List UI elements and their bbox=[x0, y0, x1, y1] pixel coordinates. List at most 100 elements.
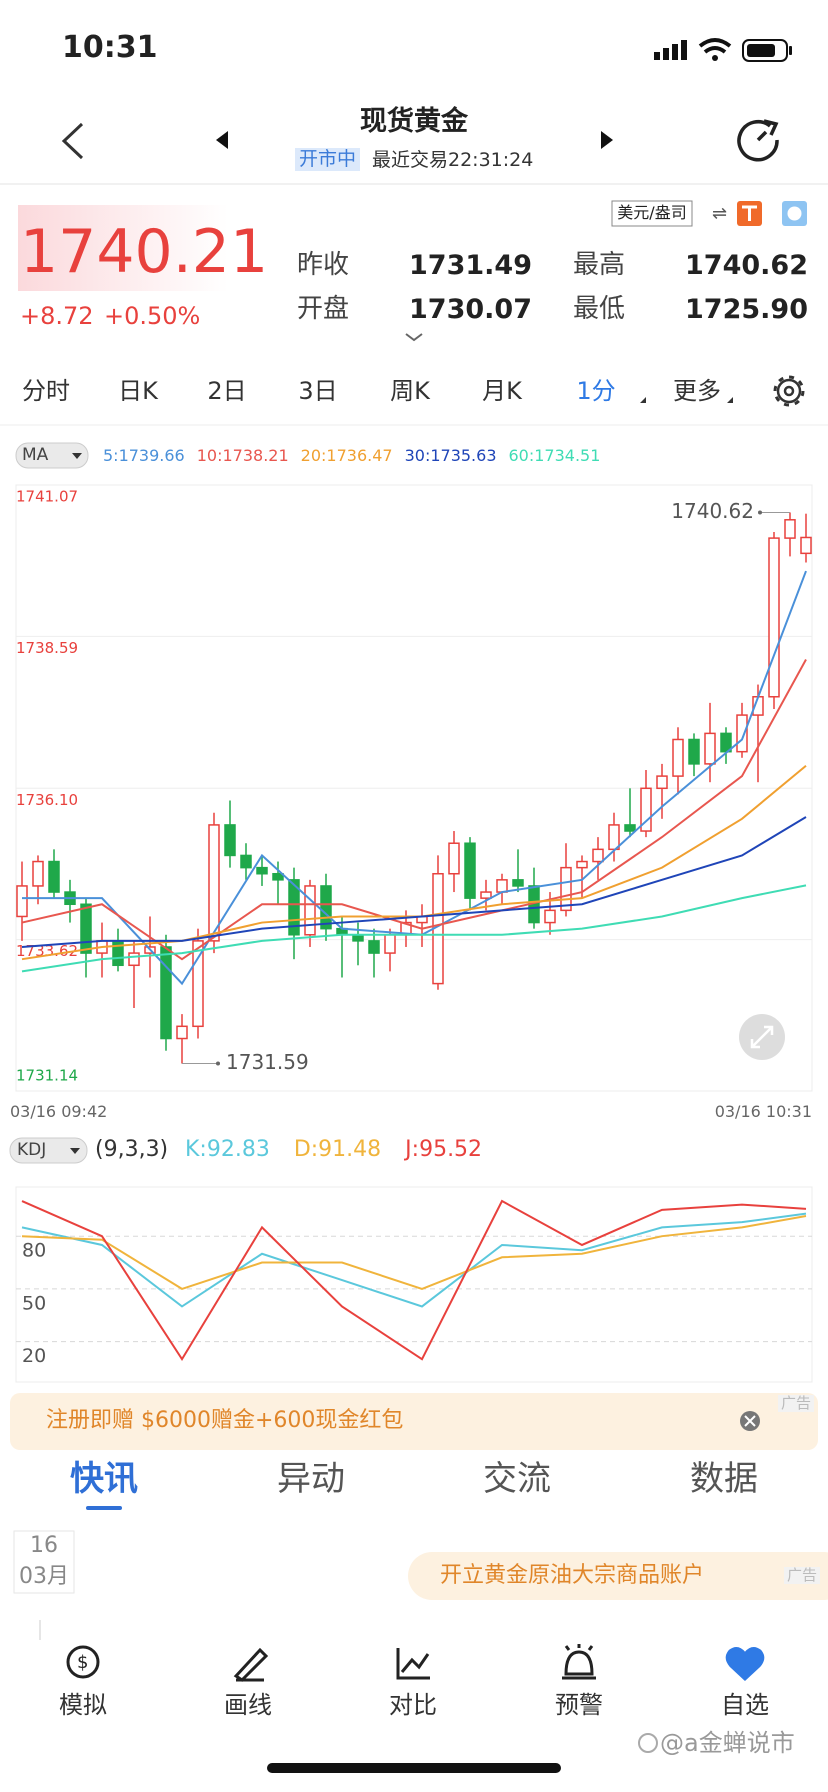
fullscreen-button[interactable] bbox=[739, 1014, 785, 1060]
indicator-line bbox=[22, 570, 807, 986]
candle-body bbox=[784, 519, 796, 539]
min-dot bbox=[216, 1061, 220, 1066]
candle-body bbox=[512, 879, 524, 887]
ad2-banner[interactable] bbox=[408, 1552, 828, 1600]
field-label: 最低 bbox=[573, 294, 626, 324]
indicator-line bbox=[21, 884, 807, 973]
candle-body bbox=[640, 787, 652, 832]
max-dot bbox=[758, 510, 762, 515]
news-tab[interactable]: 快讯 bbox=[70, 1459, 138, 1499]
ma-selector[interactable] bbox=[15, 442, 89, 469]
swap-icon[interactable]: ⇌ bbox=[712, 203, 727, 224]
status-icons bbox=[654, 38, 792, 62]
nav-item[interactable]: 模拟 bbox=[59, 1691, 107, 1719]
settings-button[interactable] bbox=[773, 375, 805, 407]
candle-body bbox=[560, 866, 572, 912]
candle-body bbox=[768, 537, 780, 698]
nav-item[interactable]: 预警 bbox=[555, 1691, 603, 1719]
ad-tag: 广告 bbox=[778, 1395, 815, 1412]
field-label: 开盘 bbox=[297, 294, 350, 324]
ad-text[interactable]: 注册即赠 $6000赠金+600现金红包 bbox=[46, 1408, 404, 1433]
candle-body bbox=[160, 946, 172, 1040]
watermark-icon bbox=[638, 1733, 658, 1753]
field-label: 最高 bbox=[573, 250, 626, 280]
indicator-line bbox=[21, 1199, 807, 1362]
date-box bbox=[13, 1530, 75, 1594]
y-tick-label: 1736.10 bbox=[16, 791, 78, 809]
y-tick-label: 1731.14 bbox=[16, 1067, 78, 1085]
candle-body bbox=[48, 860, 60, 893]
candle-body bbox=[592, 848, 604, 863]
title: 现货黄金 bbox=[360, 106, 468, 137]
min-label: 1731.59 bbox=[226, 1050, 309, 1074]
ma-legend-item: 60:1734.51 bbox=[508, 446, 601, 465]
candle-body bbox=[800, 536, 812, 555]
field-value: 1740.62 bbox=[685, 250, 808, 281]
home-indicator bbox=[267, 1763, 561, 1773]
ma-legend-item: 30:1735.63 bbox=[404, 446, 497, 465]
news-tab[interactable]: 异动 bbox=[277, 1459, 345, 1499]
period-tab[interactable]: 1分 bbox=[576, 377, 616, 405]
candle-body bbox=[656, 775, 668, 790]
price-highlight bbox=[18, 205, 228, 291]
candle-body bbox=[272, 872, 284, 881]
period-tab[interactable]: 2日 bbox=[207, 377, 247, 405]
candle-body bbox=[208, 824, 220, 942]
period-tab[interactable]: 分时 bbox=[22, 377, 70, 405]
date-day: 16 bbox=[30, 1533, 58, 1558]
kdj-selector-label[interactable]: KDJ bbox=[17, 1140, 47, 1160]
field-value: 1725.90 bbox=[685, 294, 808, 325]
nav-item[interactable]: 自选 bbox=[721, 1691, 769, 1719]
max-label: 1740.62 bbox=[671, 499, 754, 523]
ad2-text[interactable]: 开立黄金原油大宗商品账户 bbox=[440, 1563, 705, 1588]
prev-button[interactable] bbox=[216, 131, 228, 149]
next-button[interactable] bbox=[601, 131, 613, 149]
kdj-params: (9,3,3) bbox=[95, 1137, 169, 1162]
candle-body bbox=[448, 842, 460, 875]
candle-body bbox=[176, 1025, 188, 1040]
expand-chevron[interactable] bbox=[405, 333, 423, 342]
field-value: 1730.07 bbox=[409, 294, 532, 325]
currency-box[interactable] bbox=[611, 200, 693, 227]
candle-body bbox=[576, 860, 588, 869]
change-pct: +0.50% bbox=[104, 302, 201, 330]
kdj-selector[interactable] bbox=[9, 1137, 88, 1164]
candle-body bbox=[368, 940, 380, 954]
refresh-button[interactable] bbox=[737, 119, 779, 162]
news-tab[interactable]: 数据 bbox=[690, 1459, 758, 1499]
news-tab[interactable]: 交流 bbox=[483, 1459, 551, 1499]
candle-body bbox=[224, 824, 236, 857]
change: +8.72 bbox=[20, 302, 94, 330]
period-tab[interactable]: 月K bbox=[482, 377, 522, 405]
candle-body bbox=[608, 824, 620, 851]
back-button[interactable] bbox=[61, 122, 84, 160]
candle-body bbox=[240, 854, 252, 869]
svg-text:$: $ bbox=[77, 1652, 88, 1673]
kdj-legend-item: K:92.83 bbox=[185, 1137, 270, 1162]
period-tab[interactable]: 日K bbox=[118, 377, 158, 405]
last-trade: 最近交易22:31:24 bbox=[372, 149, 534, 171]
field-label: 昨收 bbox=[297, 250, 350, 280]
kdj-legend-item: D:91.48 bbox=[293, 1137, 382, 1162]
period-tab[interactable]: 3日 bbox=[298, 377, 338, 405]
nav-item[interactable]: 画线 bbox=[224, 1691, 272, 1719]
period-tab[interactable]: 周K bbox=[390, 377, 430, 405]
indicator-line bbox=[21, 816, 807, 948]
kdj-legend-item: J:95.52 bbox=[405, 1137, 483, 1162]
ma-legend-item: 20:1736.47 bbox=[300, 446, 393, 465]
tab-underline bbox=[86, 1506, 122, 1510]
x-label: 03/16 09:42 bbox=[10, 1102, 108, 1121]
kdj-frame bbox=[15, 1186, 813, 1383]
candle-body bbox=[544, 909, 556, 924]
y-tick-label: 1738.59 bbox=[16, 639, 78, 657]
period-tab[interactable]: 更多 bbox=[673, 377, 721, 405]
currency[interactable]: 美元/盎司 bbox=[617, 203, 687, 222]
ma-selector-label[interactable]: MA bbox=[22, 445, 49, 465]
nav-item[interactable]: 对比 bbox=[389, 1691, 437, 1719]
ad-banner[interactable] bbox=[10, 1393, 818, 1450]
y-tick-label: 1741.07 bbox=[16, 488, 78, 506]
candle-body bbox=[464, 842, 476, 899]
y-tick-label: 50 bbox=[22, 1292, 46, 1314]
